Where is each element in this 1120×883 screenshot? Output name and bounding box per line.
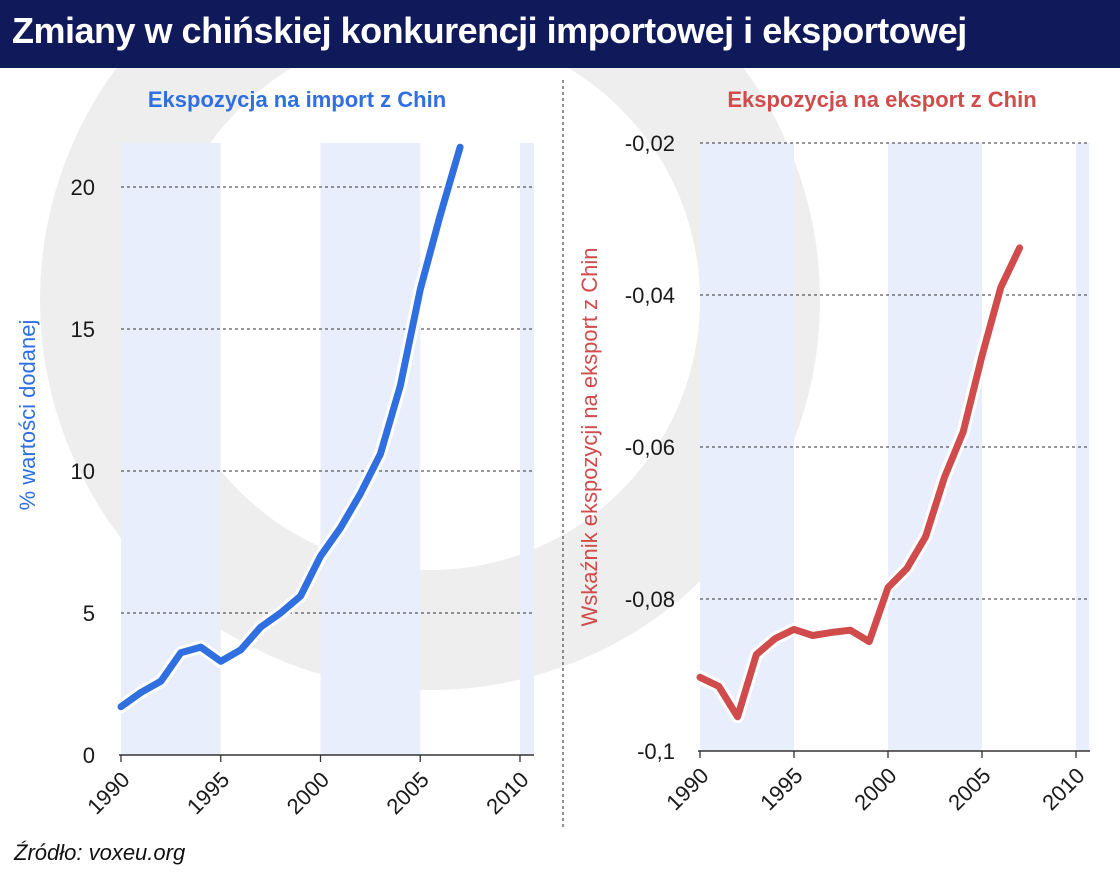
y-tick-label-export-0: -0,1 [637, 739, 675, 764]
x-tick-label-import-0: 1990 [82, 767, 134, 819]
y-tick-label-export-3: -0,04 [625, 283, 675, 308]
x-tick-label-import-3: 2005 [381, 767, 433, 819]
shaded-band-import-2 [520, 143, 534, 755]
x-tick-label-export-0: 1990 [661, 763, 713, 815]
charts-area: 0 5 10 15 20 1990 1995 2000 2005 2010 Ekspozycja n… [15, 80, 1090, 828]
x-tick-label-export-2: 2000 [849, 763, 901, 815]
x-tick-label-import-1: 1995 [182, 767, 234, 819]
y-tick-label-import-1: 5 [83, 601, 95, 626]
y-tick-label-import-0: 0 [83, 743, 95, 768]
y-tick-label-import-3: 15 [71, 317, 95, 342]
chart-import: 0 5 10 15 20 1990 1995 2000 2005 2010 Ekspozycja n… [15, 87, 534, 819]
source-note: Źródło: voxeu.org [14, 840, 186, 865]
chart-title-import: Ekspozycja na import z Chin [148, 87, 446, 112]
page-title: Zmiany w chińskiej konkurencji importowe… [12, 10, 967, 51]
x-tick-label-export-1: 1995 [755, 763, 807, 815]
title-bar: Zmiany w chińskiej konkurencji importowe… [0, 0, 1120, 68]
chart-title-export: Ekspozycja na eksport z Chin [727, 87, 1036, 112]
series-line-import [117, 143, 464, 711]
shaded-band-export-2 [1076, 143, 1090, 751]
shaded-band-import-1 [320, 143, 421, 755]
chart-export: -0,1 -0,08 -0,06 -0,04 -0,02 1990 1995 2000 2005… [577, 87, 1090, 815]
x-tick-label-export-4: 2010 [1037, 763, 1089, 815]
y-tick-label-export-2: -0,06 [625, 435, 675, 460]
y-axis-label-import: % wartości dodanej [15, 320, 40, 511]
y-tick-label-export-1: -0,08 [625, 587, 675, 612]
y-axis-label-export: Wskaźnik ekspozycji na eksport z Chin [577, 247, 602, 626]
y-tick-label-import-2: 10 [71, 459, 95, 484]
x-tick-label-import-4: 2010 [481, 767, 533, 819]
series-line-export [696, 244, 1024, 721]
x-tick-label-export-3: 2005 [943, 763, 995, 815]
x-tick-label-import-2: 2000 [282, 767, 334, 819]
y-tick-label-export-4: -0,02 [625, 131, 675, 156]
y-tick-label-import-4: 20 [71, 175, 95, 200]
